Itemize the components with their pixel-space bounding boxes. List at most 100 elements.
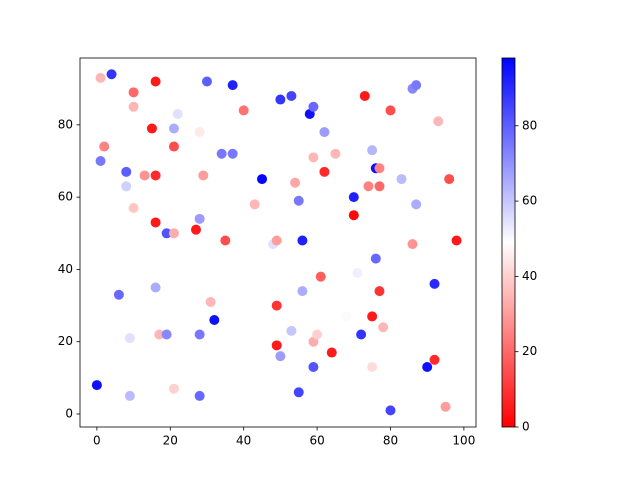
point (150, 282, 161, 293)
point (220, 235, 231, 246)
y-tick-label: 40 (58, 262, 73, 276)
point (124, 333, 135, 344)
colorbar-tick-label: 80 (522, 118, 537, 132)
point (205, 296, 216, 307)
point (297, 235, 308, 246)
point (385, 405, 396, 416)
colorbar (501, 57, 516, 428)
point (227, 148, 238, 159)
point (286, 90, 297, 101)
point (308, 362, 319, 373)
point (198, 170, 209, 181)
y-tick-label: 60 (58, 190, 73, 204)
point (367, 145, 378, 156)
point (121, 166, 132, 177)
point (411, 199, 422, 210)
y-tick-label: 80 (58, 117, 73, 131)
point (297, 286, 308, 297)
point (359, 90, 370, 101)
point (106, 69, 117, 80)
point (168, 383, 179, 394)
point (356, 329, 367, 340)
x-tick-label: 100 (452, 434, 475, 448)
axes-frame (79, 57, 477, 428)
point (348, 210, 359, 221)
point (194, 127, 205, 138)
point (315, 271, 326, 282)
point (194, 213, 205, 224)
point (227, 80, 238, 91)
point (363, 181, 374, 192)
point (150, 170, 161, 181)
point (374, 163, 385, 174)
point (257, 174, 268, 185)
point (411, 80, 422, 91)
point (396, 174, 407, 185)
colorbar-tick-label: 60 (522, 194, 537, 208)
point (319, 166, 330, 177)
point (312, 329, 323, 340)
point (319, 127, 330, 138)
point (128, 202, 139, 213)
point (154, 329, 165, 340)
point (146, 123, 157, 134)
point (433, 116, 444, 127)
point (128, 87, 139, 98)
point (271, 340, 282, 351)
point (168, 123, 179, 134)
x-tick-label: 0 (93, 434, 101, 448)
point (209, 315, 220, 326)
point (352, 268, 363, 279)
x-tick-label: 80 (383, 434, 398, 448)
point (348, 192, 359, 203)
point (271, 235, 282, 246)
point (286, 325, 297, 336)
x-tick-label: 40 (236, 434, 251, 448)
colorbar-tick-label: 0 (522, 420, 530, 434)
point (326, 347, 337, 358)
point (444, 174, 455, 185)
point (275, 351, 286, 362)
point (201, 76, 212, 87)
point (121, 181, 132, 192)
point (422, 362, 433, 373)
point (113, 289, 124, 300)
point (150, 217, 161, 228)
point (374, 181, 385, 192)
point (378, 322, 389, 333)
point (194, 329, 205, 340)
point (290, 177, 301, 188)
point (124, 390, 135, 401)
point (440, 401, 451, 412)
point (150, 76, 161, 87)
point (385, 105, 396, 116)
point (95, 72, 106, 83)
point (451, 235, 462, 246)
point (216, 148, 227, 159)
point (190, 224, 201, 235)
point (330, 148, 341, 159)
point (367, 362, 378, 373)
point (128, 101, 139, 112)
point (308, 152, 319, 163)
point (293, 195, 304, 206)
point (161, 329, 172, 340)
point (99, 141, 110, 152)
point (271, 300, 282, 311)
point (370, 253, 381, 264)
point (429, 278, 440, 289)
point (161, 228, 172, 239)
y-tick-label: 0 (65, 406, 73, 420)
point (172, 109, 183, 120)
point (429, 354, 440, 365)
point (91, 380, 102, 391)
point (407, 239, 418, 250)
colorbar-tick-label: 20 (522, 344, 537, 358)
point (238, 105, 249, 116)
colorbar-tick-label: 40 (522, 269, 537, 283)
point (249, 199, 260, 210)
point (194, 390, 205, 401)
x-tick-label: 20 (163, 434, 178, 448)
x-tick-label: 60 (309, 434, 324, 448)
